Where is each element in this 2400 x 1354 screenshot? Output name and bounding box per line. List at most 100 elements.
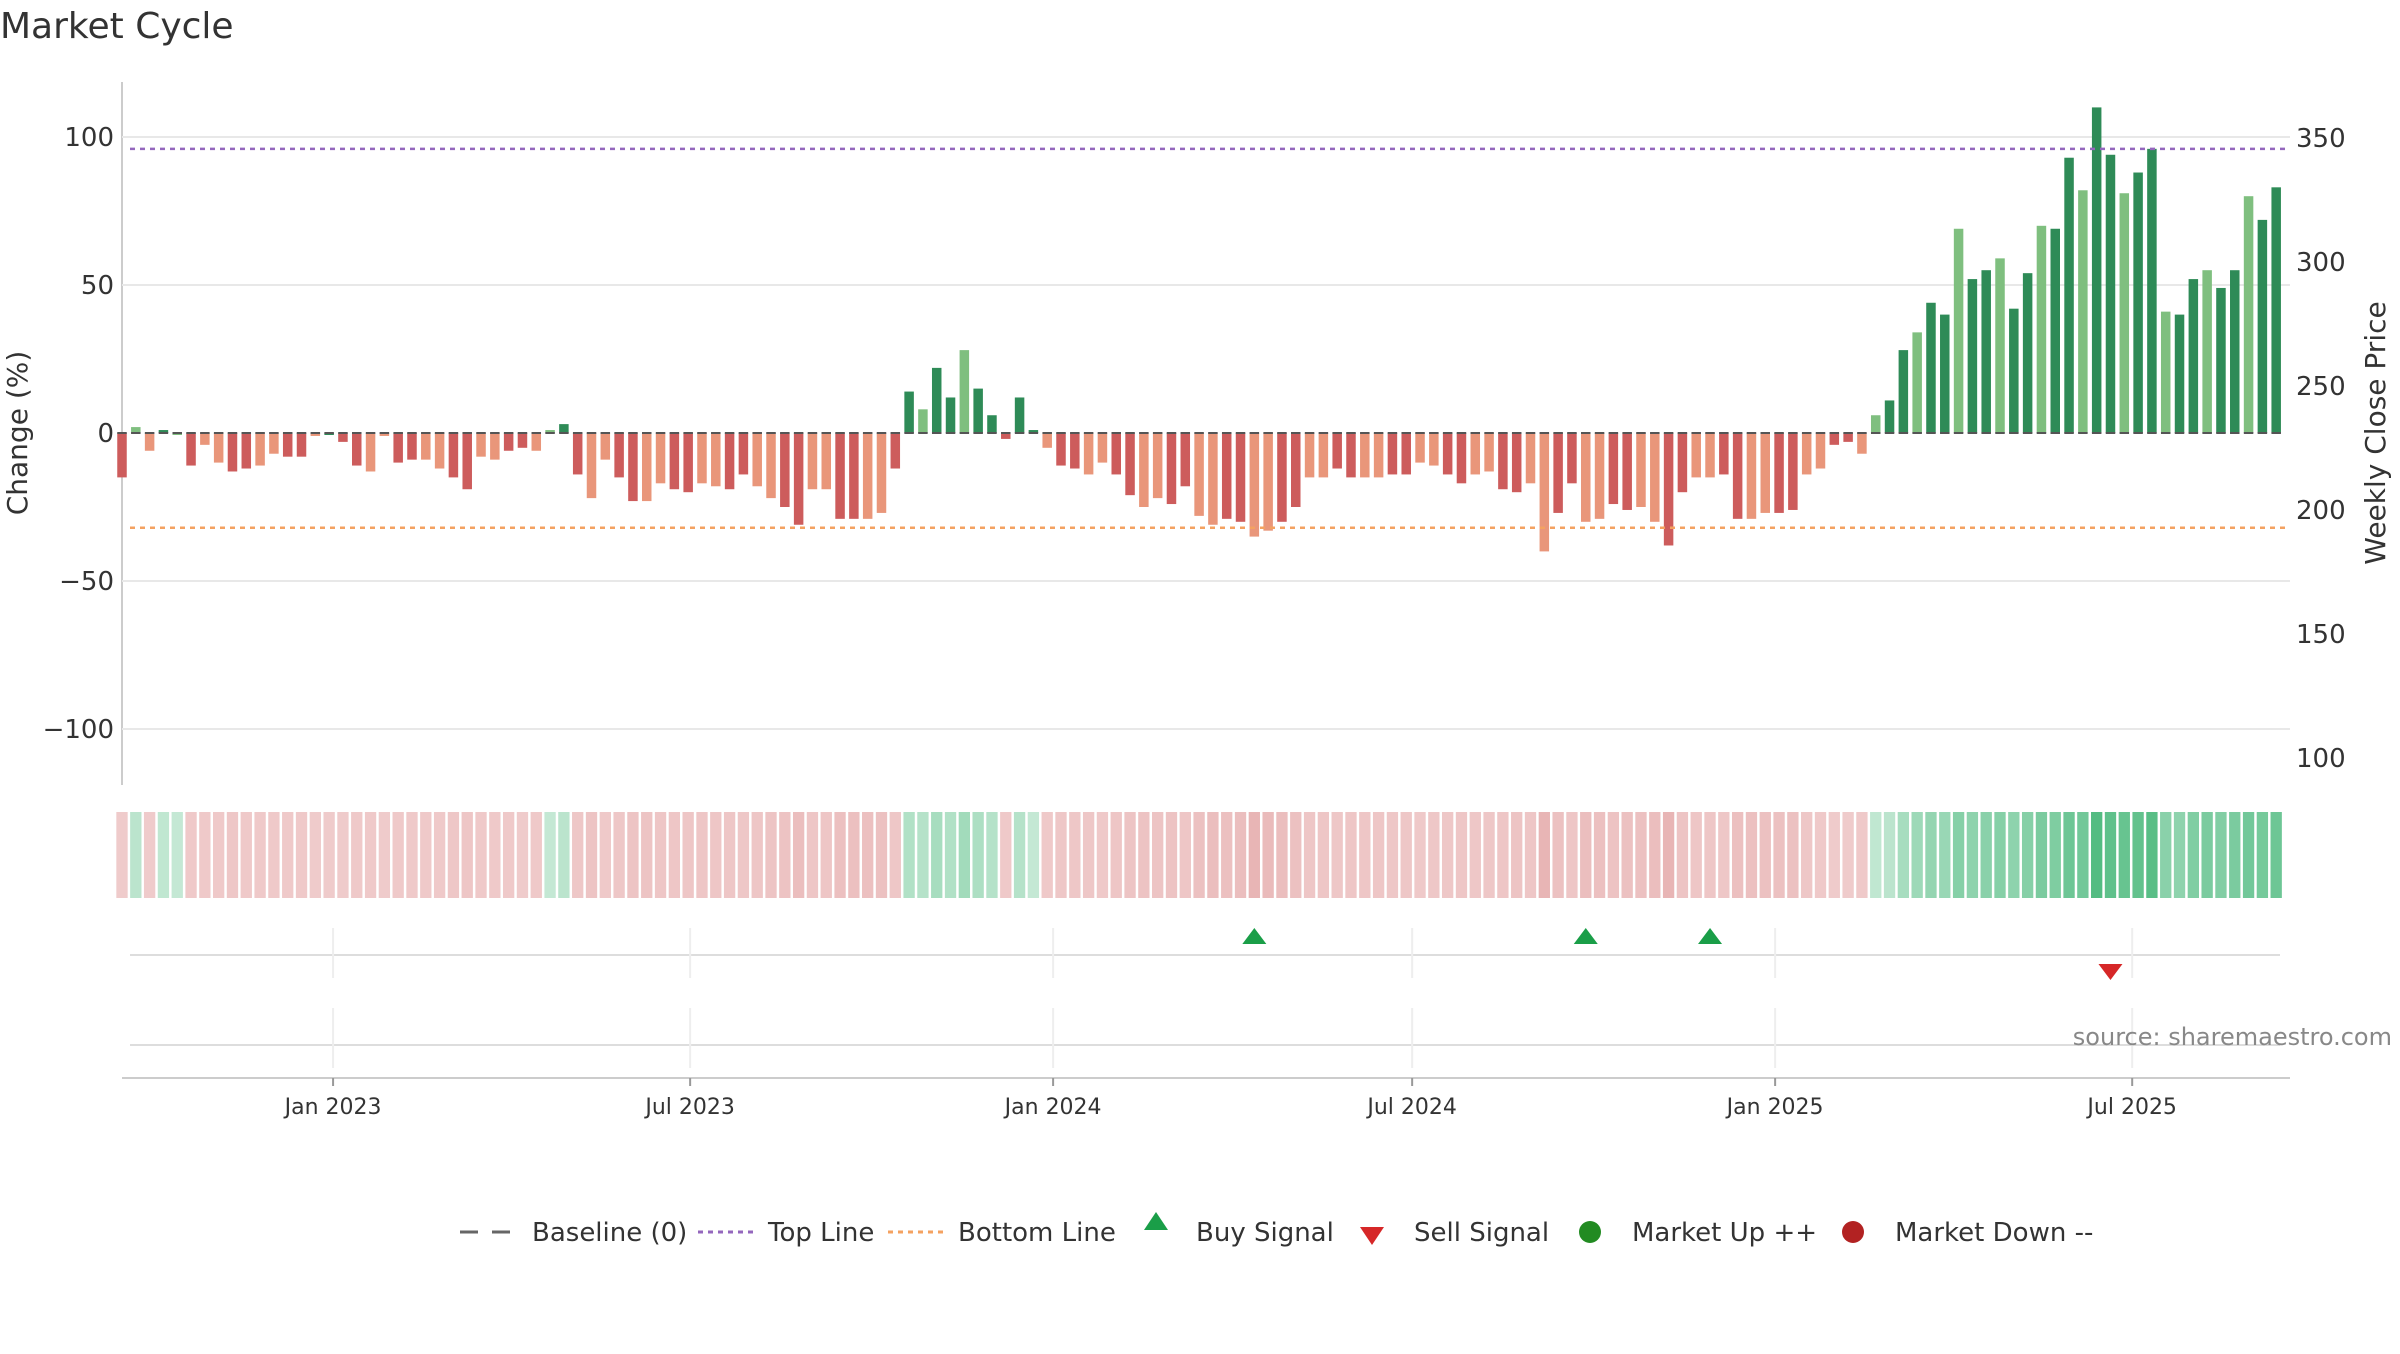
change-bar bbox=[1097, 433, 1108, 463]
band-cell bbox=[558, 812, 570, 898]
change-bar bbox=[2257, 219, 2268, 433]
band-cell bbox=[2021, 812, 2034, 898]
band-cell bbox=[585, 812, 598, 898]
change-bar bbox=[655, 433, 666, 484]
band-cell bbox=[599, 812, 611, 898]
band-cell bbox=[544, 812, 556, 898]
change-bar bbox=[2147, 148, 2157, 433]
band-cell bbox=[1690, 812, 1702, 898]
change-bar bbox=[117, 433, 127, 478]
change-bar bbox=[1691, 433, 1701, 478]
legend-label: Top Line bbox=[767, 1218, 874, 1248]
change-bar bbox=[1235, 433, 1246, 522]
band-cell bbox=[268, 812, 280, 898]
band-cell bbox=[1152, 812, 1164, 898]
change-bar bbox=[1111, 433, 1121, 475]
band-cell bbox=[282, 812, 294, 898]
band-cell bbox=[1842, 812, 1854, 898]
band-cell bbox=[737, 812, 750, 898]
change-bar bbox=[421, 433, 431, 460]
change-bar bbox=[1208, 433, 1218, 525]
change-bar bbox=[628, 433, 638, 502]
band-cell bbox=[1552, 812, 1564, 898]
band-cell bbox=[309, 812, 321, 898]
change-bar bbox=[531, 433, 542, 451]
band-cell bbox=[2104, 812, 2117, 898]
band-cell bbox=[944, 812, 957, 898]
change-bar bbox=[1843, 433, 1853, 442]
band-cell bbox=[1635, 812, 1647, 898]
change-bar bbox=[904, 391, 914, 433]
y2-tick-label: 100 bbox=[2296, 744, 2346, 774]
change-bar bbox=[1870, 415, 1881, 433]
band-cell bbox=[2242, 812, 2255, 898]
change-bar bbox=[1705, 433, 1715, 478]
band-cell bbox=[1386, 812, 1399, 898]
change-bar bbox=[641, 433, 652, 502]
band-cell bbox=[710, 812, 722, 898]
change-bar bbox=[1732, 433, 1743, 519]
band-cell bbox=[1290, 812, 1302, 898]
band-cell bbox=[143, 812, 156, 898]
band-cell bbox=[1787, 812, 1799, 898]
band-cell bbox=[1303, 812, 1316, 898]
reference-lines bbox=[130, 147, 2290, 529]
band-cell bbox=[1939, 812, 1951, 898]
band-cell bbox=[2063, 812, 2075, 898]
change-bar bbox=[255, 433, 265, 466]
change-bars bbox=[117, 107, 2281, 552]
chart-title: Market Cycle bbox=[0, 6, 234, 47]
band-cell bbox=[199, 812, 211, 898]
change-bar bbox=[517, 433, 528, 448]
band-cell bbox=[226, 812, 239, 898]
change-bar bbox=[2078, 190, 2088, 433]
change-bar bbox=[338, 433, 348, 442]
band-cell bbox=[502, 812, 515, 898]
y2-tick-label: 250 bbox=[2296, 372, 2346, 402]
band-cell bbox=[433, 812, 446, 898]
change-bar bbox=[1553, 433, 1563, 513]
change-bar bbox=[310, 433, 321, 436]
band-cell bbox=[958, 812, 971, 898]
band-cell bbox=[240, 812, 252, 898]
change-bar bbox=[1360, 433, 1370, 478]
change-bar bbox=[1940, 314, 1950, 433]
regime-band bbox=[116, 812, 2282, 898]
y-axis-label: Change (%) bbox=[1, 351, 34, 516]
band-cell bbox=[2173, 812, 2186, 898]
band-cell bbox=[1124, 812, 1136, 898]
y-tick-labels: 100 50 0 −50 −100 bbox=[43, 123, 114, 745]
change-bar bbox=[379, 433, 390, 436]
legend-circle-swatch bbox=[1842, 1221, 1864, 1243]
change-bar bbox=[462, 433, 472, 490]
change-bar bbox=[1056, 433, 1066, 466]
band-cell bbox=[1607, 812, 1620, 898]
change-bar bbox=[614, 433, 624, 478]
change-bar bbox=[586, 433, 597, 499]
band-cell bbox=[1027, 812, 1040, 898]
band-cell bbox=[723, 812, 736, 898]
band-cell bbox=[654, 812, 667, 898]
y2-tick-labels: 350 300 250 200 150 100 bbox=[2296, 124, 2346, 774]
change-bar bbox=[697, 433, 707, 484]
change-bar bbox=[1539, 433, 1550, 552]
y-tick-label: −50 bbox=[59, 567, 114, 597]
x-axis: Jan 2023 Jul 2023 Jan 2024 Jul 2024 Jan 2025… bbox=[122, 1077, 2290, 1120]
band-cell bbox=[1276, 812, 1288, 898]
change-bar bbox=[987, 415, 997, 433]
band-cell bbox=[903, 812, 915, 898]
change-bar bbox=[1511, 433, 1522, 493]
change-bar bbox=[1746, 433, 1757, 519]
band-cell bbox=[1248, 812, 1260, 898]
band-cell bbox=[1524, 812, 1537, 898]
change-bar bbox=[931, 367, 942, 433]
legend-sell-swatch bbox=[1360, 1227, 1384, 1245]
change-bar bbox=[1801, 433, 1812, 475]
y2-tick-label: 300 bbox=[2296, 248, 2346, 278]
change-bar bbox=[1028, 430, 1039, 433]
change-bar bbox=[352, 433, 362, 466]
change-bar bbox=[2091, 107, 2102, 434]
change-bar bbox=[1401, 433, 1411, 475]
band-cell bbox=[1069, 812, 1081, 898]
